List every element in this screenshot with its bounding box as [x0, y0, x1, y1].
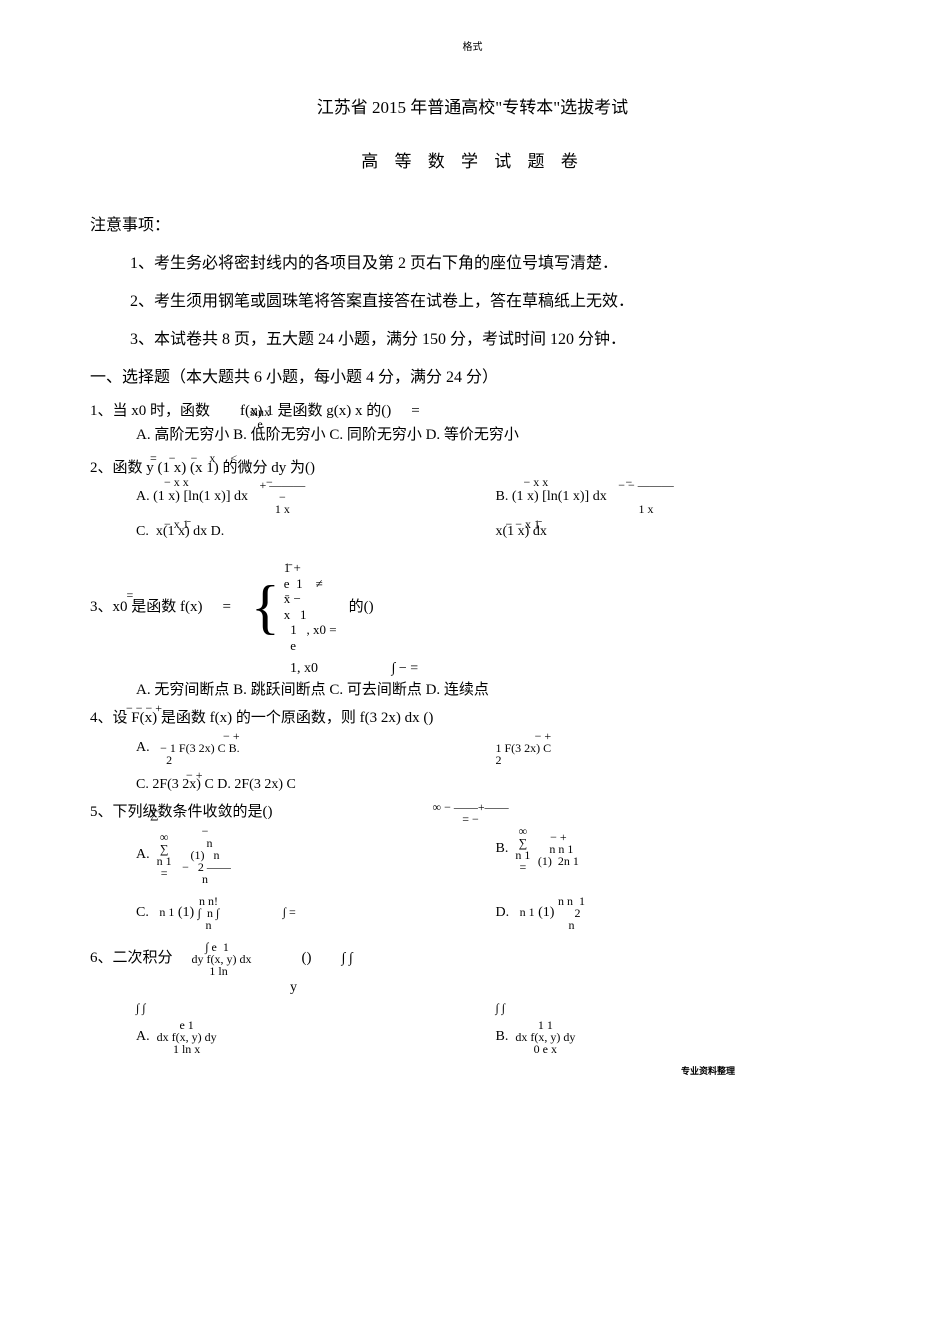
q3-options: A. 无穷间断点 B. 跳跃间断点 C. 可去间断点 D. 连续点 [136, 679, 855, 702]
q6-options: ∫ ∫ A. e 1 dx f(x, y) dy 1 ln x ∫ ∫ B. 1… [136, 998, 855, 1055]
q1-number: 1、 [90, 400, 113, 423]
q3-piece2: 1, x0 ∫ − = [290, 658, 855, 679]
page-header-tiny: 格式 [90, 40, 855, 55]
q1-frac: sinx e [250, 406, 270, 430]
question-6: 6、 二次积分 ∫ e 1 dy f(x, y) dx 1 ln () ∫ ∫ … [90, 941, 855, 1055]
question-2: 2、 = − − x < 函数 y (1 x) (x 1) 的微分 dy 为()… [90, 457, 855, 543]
q6-sub-y: y [290, 977, 855, 998]
q2-sup-row: = − − x < [150, 449, 237, 467]
exam-page: 格式 江苏省 2015 年普通高校"专转本"选拔考试 高 等 数 学 试 题 卷… [0, 0, 945, 1098]
q3-piecewise: { 1̄ + e 1 ≠ x̄ − x 1 1 , x0 = e [251, 560, 337, 654]
question-5: 5、 下列级数条件收敛的是() ∑ ∞ − ——+—— = − A. ∞ ∑ [90, 801, 855, 931]
notice-item-2: 2、考生须用钢笔或圆珠笔将答案直接答在试卷上，答在草稿纸上无效． [130, 290, 855, 314]
q3-number: 3、 [90, 596, 113, 619]
q5-number: 5、 [90, 801, 113, 824]
q2-options: − x x − A. (1 x) [ln(1 x)] dx + ——— − 1 … [136, 479, 855, 542]
exam-subtitle: 高 等 数 学 试 题 卷 [90, 149, 855, 175]
notice-item-3: 3、本试卷共 8 页，五大题 24 小题，满分 150 分，考试时间 120 分… [130, 328, 855, 352]
question-4: − − − + 4、 设 F(x) 是函数 f(x) 的一个原函数，则 f(3 … [90, 707, 855, 795]
exam-title: 江苏省 2015 年普通高校"专转本"选拔考试 [90, 95, 855, 121]
q1-eq: = [411, 400, 419, 423]
page-footer: 专业资料整理 [90, 1065, 855, 1079]
q2-number: 2、 [90, 457, 113, 480]
question-1: 1、 当 x0 时，函数 sinx e f(x) 1 是函数 g(x) x 的(… [90, 400, 855, 447]
q1-text-pre: 当 x0 时，函数 [113, 400, 211, 423]
q5-options: A. ∞ ∑ n 1 = − n (1) n − 2 —— n [136, 825, 855, 931]
q6-number: 6、 [90, 947, 113, 970]
notice-heading: 注意事项： [90, 214, 855, 238]
question-3: 3、 = x0 是函数 f(x) = { 1̄ + e 1 ≠ x̄ − x 1… [90, 560, 855, 701]
notice-item-1: 1、考生务必将密封线内的各项目及第 2 页右下角的座位号填写清楚． [130, 252, 855, 276]
q3-after: 的() [349, 596, 374, 619]
q5-text: 下列级数条件收敛的是() [113, 801, 273, 824]
q4-number: 4、 [90, 707, 113, 730]
section-1-heading: 一、选择题（本大题共 6 小题，每小题 4 分，满分 24 分） [90, 366, 855, 390]
q4-options: A. − + − 1 F(3 2x) C B. 2 − + 1 F(3 2x) … [136, 730, 855, 795]
q6-text: 二次积分 [113, 947, 173, 970]
q1-options: A. 高阶无穷小 B. 低阶无穷小 C. 同阶无穷小 D. 等价无穷小 [136, 424, 855, 447]
